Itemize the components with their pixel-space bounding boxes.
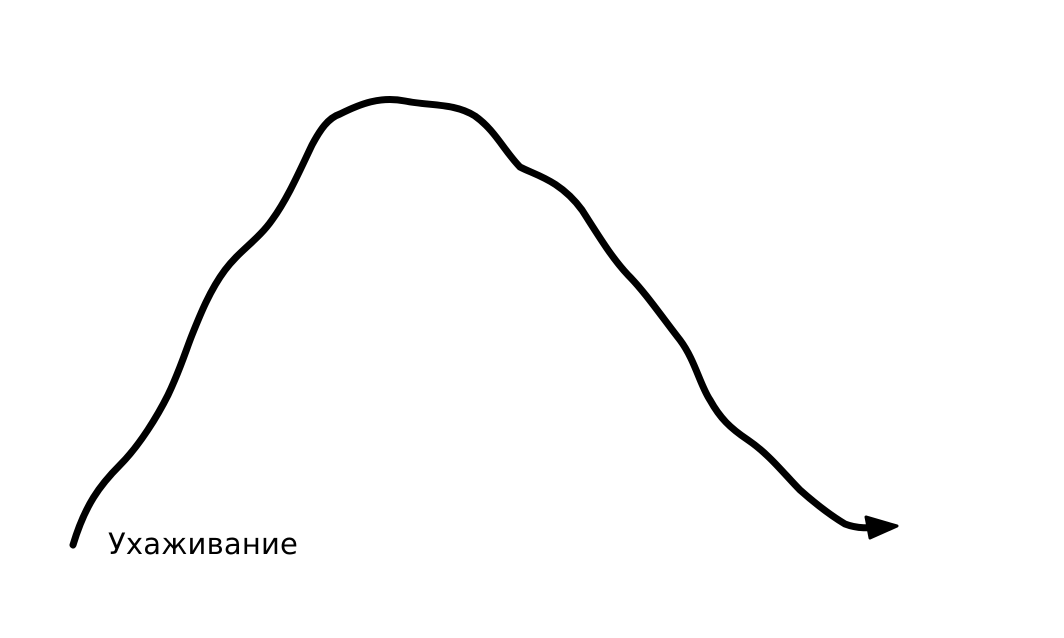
curve-label: Ухаживание (108, 527, 299, 561)
curve-line (69, 95, 884, 549)
arrowhead-icon (864, 515, 899, 540)
